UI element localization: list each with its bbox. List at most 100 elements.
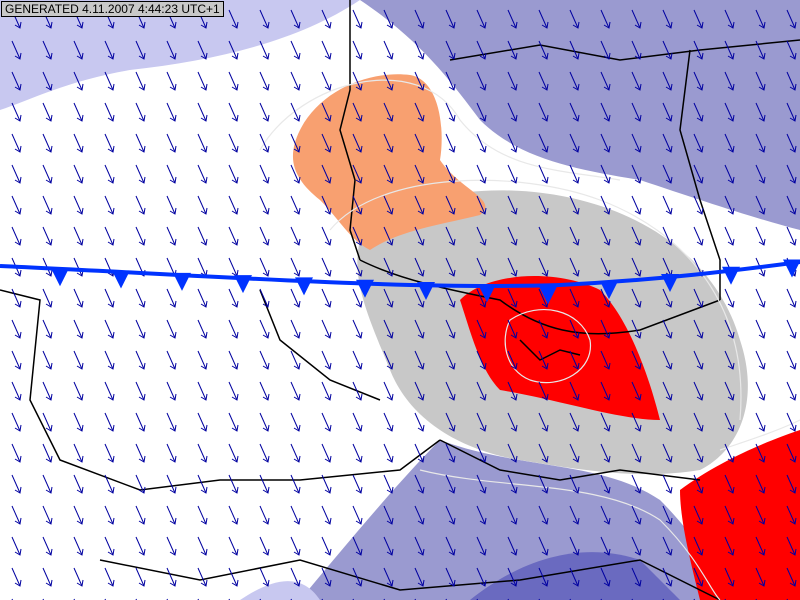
- wind-arrow: [631, 164, 642, 184]
- wind-arrow: [631, 567, 642, 587]
- cold-front-line: [0, 260, 800, 288]
- wind-arrow: [414, 350, 425, 370]
- wind-arrow: [104, 226, 115, 246]
- wind-arrow: [693, 102, 704, 122]
- wind-arrow: [228, 9, 239, 29]
- wind-arrow: [290, 133, 301, 153]
- wind-arrow: [507, 381, 518, 401]
- cold-front-triangle: [295, 277, 313, 296]
- wind-arrow: [290, 195, 301, 215]
- wind-arrow: [259, 288, 270, 308]
- wind-arrow: [290, 443, 301, 463]
- wind-arrow: [135, 505, 146, 525]
- wind-arrow: [476, 567, 487, 587]
- wind-arrow: [755, 164, 766, 184]
- wind-arrow: [104, 350, 115, 370]
- wind-arrow: [352, 102, 363, 122]
- wind-arrow: [445, 288, 456, 308]
- wind-arrow: [414, 40, 425, 60]
- wind-arrow: [662, 226, 673, 246]
- wind-arrow: [197, 71, 208, 91]
- wind-arrow: [569, 102, 580, 122]
- cold-front-triangle: [112, 270, 130, 289]
- wind-arrow: [383, 102, 394, 122]
- wind-arrow: [42, 226, 53, 246]
- wind-arrow: [724, 319, 735, 339]
- wind-arrow: [42, 412, 53, 432]
- wind-arrow: [228, 381, 239, 401]
- wind-arrow: [42, 319, 53, 339]
- wind-arrow: [352, 381, 363, 401]
- wind-arrow: [507, 9, 518, 29]
- wind-arrow: [42, 195, 53, 215]
- wind-arrow: [662, 102, 673, 122]
- wind-arrow: [786, 536, 797, 556]
- wind-arrow: [104, 319, 115, 339]
- wind-arrow: [569, 226, 580, 246]
- wind-arrow: [476, 505, 487, 525]
- wind-arrow: [228, 133, 239, 153]
- wind-arrow: [569, 71, 580, 91]
- wind-arrow: [538, 474, 549, 494]
- wind-arrow: [662, 381, 673, 401]
- wind-arrow: [135, 288, 146, 308]
- wind-arrow: [259, 443, 270, 463]
- wind-arrow: [507, 195, 518, 215]
- wind-arrow: [197, 474, 208, 494]
- wind-arrow: [259, 102, 270, 122]
- wind-arrow: [662, 40, 673, 60]
- wind-arrow: [166, 412, 177, 432]
- wind-arrow: [569, 257, 580, 277]
- wind-arrow: [321, 567, 332, 587]
- wind-arrow: [445, 350, 456, 370]
- wind-arrow: [383, 567, 394, 587]
- wind-arrow: [11, 288, 22, 308]
- wind-arrow: [662, 350, 673, 370]
- wind-arrow: [724, 474, 735, 494]
- wind-arrow: [104, 195, 115, 215]
- wind-arrow: [445, 536, 456, 556]
- wind-arrow: [693, 443, 704, 463]
- wind-arrow: [507, 40, 518, 60]
- wind-arrow: [507, 288, 518, 308]
- wind-arrow: [693, 567, 704, 587]
- wind-arrow: [197, 381, 208, 401]
- cold-front-triangle: [661, 273, 679, 292]
- wind-arrow: [383, 319, 394, 339]
- wind-arrow: [42, 71, 53, 91]
- wind-arrow: [445, 164, 456, 184]
- wind-arrow: [259, 71, 270, 91]
- wind-arrow: [259, 350, 270, 370]
- wind-arrow: [445, 102, 456, 122]
- wind-arrow: [290, 381, 301, 401]
- cold-front-triangle: [51, 268, 69, 287]
- wind-arrow: [445, 133, 456, 153]
- wind-arrow: [786, 319, 797, 339]
- wind-arrow: [662, 164, 673, 184]
- wind-arrow: [166, 195, 177, 215]
- wind-arrow: [321, 195, 332, 215]
- wind-arrow: [290, 505, 301, 525]
- wind-arrow: [166, 350, 177, 370]
- wind-arrow: [569, 350, 580, 370]
- wind-arrow: [569, 567, 580, 587]
- wind-arrow: [166, 381, 177, 401]
- wind-arrow: [538, 133, 549, 153]
- wind-arrow: [73, 505, 84, 525]
- wind-arrow: [445, 567, 456, 587]
- wind-arrow: [135, 102, 146, 122]
- wind-arrow: [569, 319, 580, 339]
- wind-arrow: [445, 443, 456, 463]
- wind-arrow: [11, 164, 22, 184]
- wind-arrow: [476, 443, 487, 463]
- wind-arrow: [600, 133, 611, 153]
- wind-arrow: [321, 381, 332, 401]
- wind-arrow: [445, 319, 456, 339]
- wind-arrow: [135, 350, 146, 370]
- wind-arrow: [352, 71, 363, 91]
- wind-arrow: [11, 536, 22, 556]
- wind-arrow: [73, 381, 84, 401]
- wind-arrow: [73, 412, 84, 432]
- wind-arrow: [507, 536, 518, 556]
- wind-arrow: [135, 71, 146, 91]
